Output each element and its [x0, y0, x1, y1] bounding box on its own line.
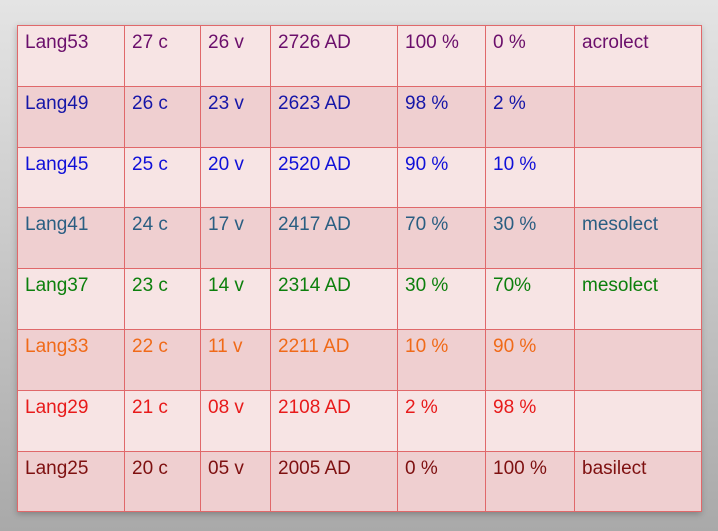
first-percent-cell: 30 %: [397, 268, 486, 330]
consonant-count-cell: 26 c: [124, 85, 201, 148]
consonant-count-cell: 24 c: [124, 207, 201, 270]
language-table-container: Lang53 27 c 26 v 2726 AD 100 % 0 % acrolect Lan…: [17, 25, 702, 513]
language-name-cell: Lang33: [17, 328, 125, 391]
vowel-count-cell: 20 v: [200, 146, 271, 209]
lect-type-cell: [574, 389, 702, 452]
consonant-count-cell: 22 c: [124, 328, 201, 391]
first-percent-cell: 2 %: [397, 389, 486, 452]
vowel-count-cell: 05 v: [200, 450, 271, 513]
language-name-cell: Lang45: [17, 146, 125, 209]
consonant-count-cell: 25 c: [124, 146, 201, 209]
first-percent-cell: 100 %: [397, 25, 486, 87]
lect-type-cell: mesolect: [574, 268, 702, 330]
lect-type-cell: [574, 328, 702, 391]
language-name-cell: Lang53: [17, 25, 125, 87]
vowel-count-cell: 26 v: [200, 25, 271, 87]
table-row: Lang29 21 c 08 v 2108 AD 2 % 98 %: [17, 389, 702, 452]
year-cell: 2520 AD: [270, 146, 398, 209]
second-percent-cell: 0 %: [485, 25, 575, 87]
first-percent-cell: 0 %: [397, 450, 486, 513]
year-cell: 2005 AD: [270, 450, 398, 513]
year-cell: 2108 AD: [270, 389, 398, 452]
first-percent-cell: 98 %: [397, 85, 486, 148]
vowel-count-cell: 17 v: [200, 207, 271, 270]
vowel-count-cell: 14 v: [200, 268, 271, 330]
table-row: Lang25 20 c 05 v 2005 AD 0 % 100 % basilect: [17, 450, 702, 513]
lect-type-cell: acrolect: [574, 25, 702, 87]
second-percent-cell: 10 %: [485, 146, 575, 209]
table-row: Lang53 27 c 26 v 2726 AD 100 % 0 % acrolect: [17, 25, 702, 87]
vowel-count-cell: 11 v: [200, 328, 271, 391]
language-name-cell: Lang37: [17, 268, 125, 330]
language-name-cell: Lang25: [17, 450, 125, 513]
consonant-count-cell: 27 c: [124, 25, 201, 87]
table-row: Lang45 25 c 20 v 2520 AD 90 % 10 %: [17, 146, 702, 209]
consonant-count-cell: 20 c: [124, 450, 201, 513]
first-percent-cell: 90 %: [397, 146, 486, 209]
vowel-count-cell: 23 v: [200, 85, 271, 148]
table-row: Lang41 24 c 17 v 2417 AD 70 % 30 % mesolect: [17, 207, 702, 270]
vowel-count-cell: 08 v: [200, 389, 271, 452]
second-percent-cell: 30 %: [485, 207, 575, 270]
year-cell: 2314 AD: [270, 268, 398, 330]
language-name-cell: Lang29: [17, 389, 125, 452]
lect-type-cell: [574, 85, 702, 148]
table-row: Lang33 22 c 11 v 2211 AD 10 % 90 %: [17, 328, 702, 391]
first-percent-cell: 70 %: [397, 207, 486, 270]
lect-type-cell: mesolect: [574, 207, 702, 270]
first-percent-cell: 10 %: [397, 328, 486, 391]
second-percent-cell: 70%: [485, 268, 575, 330]
lect-type-cell: [574, 146, 702, 209]
lect-type-cell: basilect: [574, 450, 702, 513]
consonant-count-cell: 23 c: [124, 268, 201, 330]
second-percent-cell: 2 %: [485, 85, 575, 148]
year-cell: 2623 AD: [270, 85, 398, 148]
language-name-cell: Lang41: [17, 207, 125, 270]
second-percent-cell: 100 %: [485, 450, 575, 513]
second-percent-cell: 90 %: [485, 328, 575, 391]
language-name-cell: Lang49: [17, 85, 125, 148]
language-table: Lang53 27 c 26 v 2726 AD 100 % 0 % acrolect Lan…: [17, 25, 702, 513]
consonant-count-cell: 21 c: [124, 389, 201, 452]
year-cell: 2726 AD: [270, 25, 398, 87]
second-percent-cell: 98 %: [485, 389, 575, 452]
table-row: Lang49 26 c 23 v 2623 AD 98 % 2 %: [17, 85, 702, 148]
table-row: Lang37 23 c 14 v 2314 AD 30 % 70% mesolect: [17, 268, 702, 330]
year-cell: 2211 AD: [270, 328, 398, 391]
year-cell: 2417 AD: [270, 207, 398, 270]
